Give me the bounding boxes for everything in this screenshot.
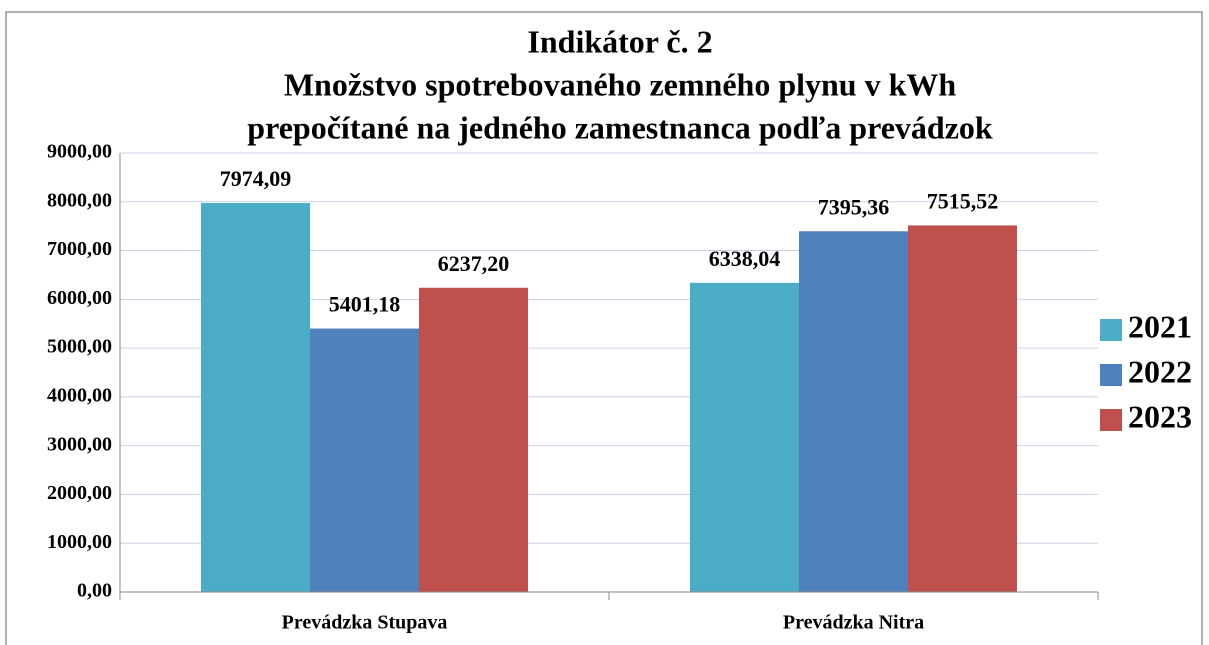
- y-tick-label: 0,00: [77, 580, 112, 602]
- y-tick-label: 3000,00: [47, 433, 112, 455]
- value-label: 5401,18: [329, 292, 401, 317]
- y-tick-label: 8000,00: [47, 189, 112, 211]
- y-tick-label: 6000,00: [47, 287, 112, 309]
- chart-title: Množstvo spotrebovaného zemného plynu v …: [284, 66, 957, 102]
- legend-label: 2023: [1128, 398, 1192, 434]
- legend-swatch: [1100, 364, 1122, 386]
- chart-title: prepočítané na jedného zamestnanca podľa…: [247, 109, 993, 145]
- value-label: 7974,09: [220, 166, 292, 191]
- y-tick-label: 4000,00: [47, 384, 112, 406]
- bar: [201, 203, 310, 592]
- bar: [690, 282, 799, 592]
- value-label: 6338,04: [709, 246, 781, 271]
- value-label: 6237,20: [438, 251, 510, 276]
- legend-swatch: [1100, 409, 1122, 431]
- value-label: 7395,36: [818, 194, 890, 219]
- bar: [908, 225, 1017, 592]
- y-tick-label: 5000,00: [47, 336, 112, 358]
- legend-label: 2022: [1128, 353, 1192, 389]
- bar: [310, 328, 419, 592]
- bar: [799, 231, 908, 593]
- y-tick-label: 7000,00: [47, 238, 112, 260]
- y-tick-label: 1000,00: [47, 531, 112, 553]
- y-tick-label: 9000,00: [47, 141, 112, 163]
- value-label: 7515,52: [927, 188, 999, 213]
- bar: [419, 287, 528, 592]
- chart-border: [5, 11, 1203, 645]
- y-tick-label: 2000,00: [47, 482, 112, 504]
- chart-title: Indikátor č. 2: [527, 23, 712, 59]
- x-tick-label: Prevádzka Stupava: [282, 612, 448, 634]
- legend-label: 2021: [1128, 308, 1192, 344]
- x-tick-label: Prevádzka Nitra: [783, 612, 924, 634]
- legend-swatch: [1100, 319, 1122, 341]
